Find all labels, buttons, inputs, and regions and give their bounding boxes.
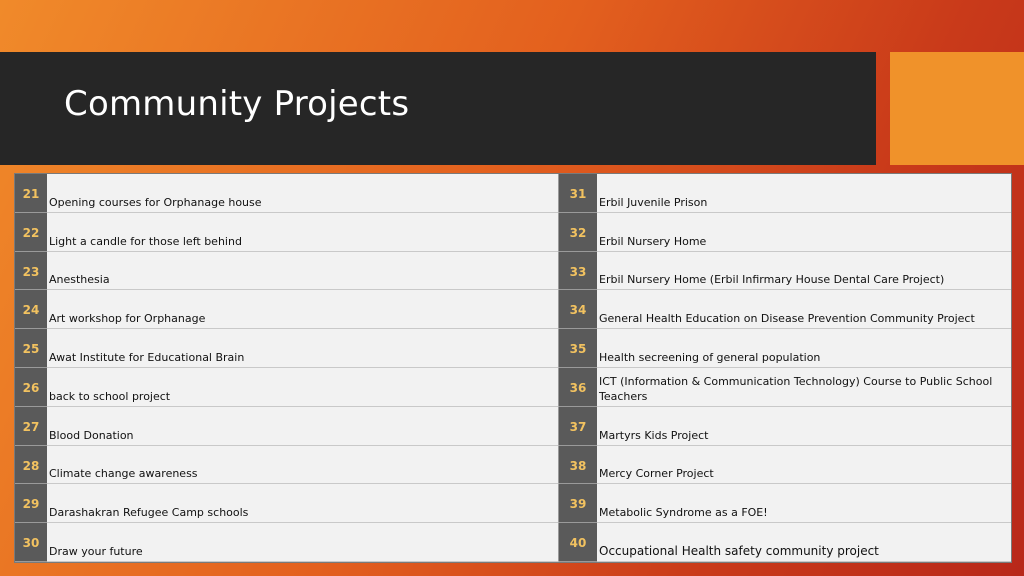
project-name: Metabolic Syndrome as a FOE! (597, 484, 1011, 524)
project-name: Light a candle for those left behind (47, 212, 559, 252)
project-number: 24 (15, 290, 47, 330)
project-name: Awat Institute for Educational Brain (47, 329, 559, 368)
project-name: ICT (Information & Communication Technol… (597, 367, 1011, 407)
project-name: Climate change awareness (47, 445, 559, 485)
page-title: Community Projects (64, 84, 410, 124)
project-name-text: Martyrs Kids Project (599, 428, 709, 442)
project-name-text: back to school project (49, 389, 171, 403)
project-number: 31 (559, 174, 597, 213)
project-number: 25 (15, 329, 47, 368)
project-name-text: Erbil Juvenile Prison (599, 195, 708, 209)
project-number: 37 (559, 406, 597, 446)
project-name-text: Light a candle for those left behind (49, 234, 242, 248)
project-name: back to school project (47, 367, 559, 407)
projects-table: 21 Opening courses for Orphanage house 31 E… (14, 173, 1012, 563)
project-name-text: Erbil Nursery Home (599, 234, 707, 248)
project-number: 36 (559, 367, 597, 407)
project-number: 26 (15, 367, 47, 407)
project-number: 39 (559, 484, 597, 524)
project-name-text: Metabolic Syndrome as a FOE! (599, 506, 768, 520)
project-name-text: Blood Donation (49, 428, 134, 442)
project-number: 32 (559, 212, 597, 252)
project-name: Health secreening of general population (597, 329, 1011, 368)
project-number: 40 (559, 523, 597, 562)
project-number: 23 (15, 251, 47, 291)
project-name-text: Occupational Health safety community pro… (599, 543, 879, 558)
project-name: Erbil Nursery Home (Erbil Infirmary Hous… (597, 251, 1011, 291)
project-name: Erbil Nursery Home (597, 212, 1011, 252)
project-number: 22 (15, 212, 47, 252)
project-name: Darashakran Refugee Camp schools (47, 484, 559, 524)
project-name: General Health Education on Disease Prev… (597, 290, 1011, 330)
project-name: Blood Donation (47, 406, 559, 446)
project-name: Anesthesia (47, 251, 559, 291)
project-number: 28 (15, 445, 47, 485)
title-bar (0, 52, 876, 165)
project-name-text: ICT (Information & Communication Technol… (599, 374, 993, 403)
project-number: 33 (559, 251, 597, 291)
project-name: Occupational Health safety community pro… (597, 523, 1011, 562)
project-number: 21 (15, 174, 47, 213)
project-number: 27 (15, 406, 47, 446)
project-name-text: Anesthesia (49, 273, 110, 287)
project-name: Art workshop for Orphanage (47, 290, 559, 330)
project-name-text: Erbil Nursery Home (Erbil Infirmary Hous… (599, 273, 945, 287)
project-name-text: Climate change awareness (49, 467, 198, 481)
project-name: Erbil Juvenile Prison (597, 174, 1011, 213)
accent-square (890, 52, 1024, 165)
project-name-text: Art workshop for Orphanage (49, 312, 206, 326)
project-number: 29 (15, 484, 47, 524)
project-name-text: General Health Education on Disease Prev… (599, 312, 975, 326)
project-name-text: Draw your future (49, 544, 143, 558)
project-name-text: Darashakran Refugee Camp schools (49, 506, 249, 520)
projects-grid: 21 Opening courses for Orphanage house 31 E… (15, 174, 1011, 562)
project-name: Opening courses for Orphanage house (47, 174, 559, 213)
project-name-text: Health secreening of general population (599, 350, 821, 364)
project-number: 38 (559, 445, 597, 485)
project-name-text: Mercy Corner Project (599, 467, 714, 481)
project-number: 30 (15, 523, 47, 562)
project-number: 35 (559, 329, 597, 368)
project-name: Martyrs Kids Project (597, 406, 1011, 446)
project-name: Draw your future (47, 523, 559, 562)
project-name-text: Opening courses for Orphanage house (49, 195, 262, 209)
project-number: 34 (559, 290, 597, 330)
project-name-text: Awat Institute for Educational Brain (49, 350, 245, 364)
project-name: Mercy Corner Project (597, 445, 1011, 485)
